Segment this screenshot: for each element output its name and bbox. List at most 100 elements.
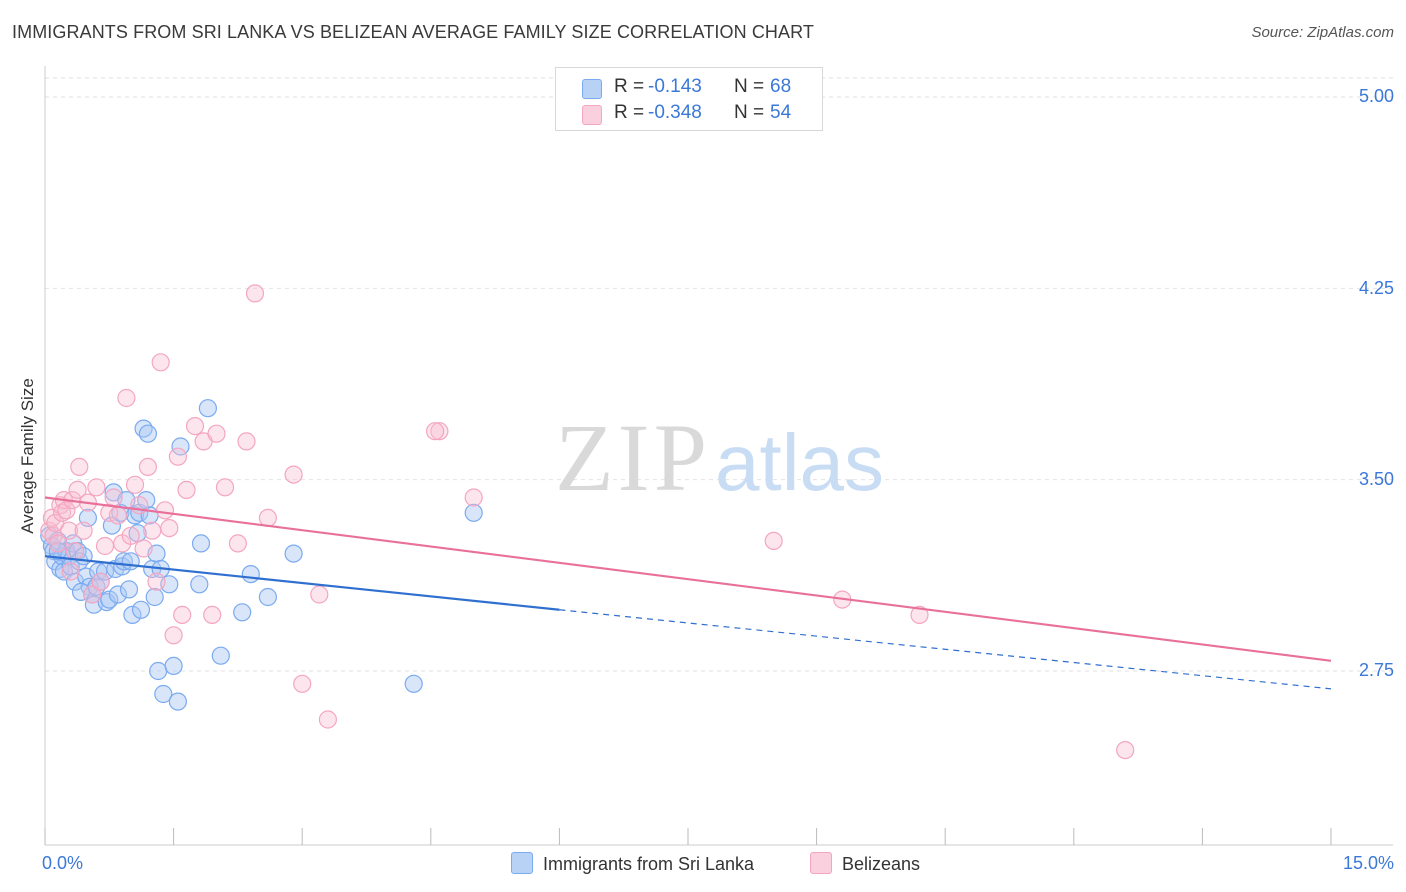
watermark-zip: ZIP bbox=[555, 404, 711, 511]
source-label: Source: ZipAtlas.com bbox=[1251, 24, 1394, 41]
legend-label: Belizeans bbox=[842, 854, 921, 874]
data-point bbox=[177, 480, 196, 499]
data-point bbox=[464, 488, 483, 507]
data-point bbox=[131, 600, 151, 619]
data-point bbox=[74, 521, 93, 540]
data-point bbox=[764, 531, 783, 551]
data-point bbox=[237, 432, 256, 451]
y-axis-label: Average Family Size bbox=[18, 378, 37, 534]
legend-n-value: 54 bbox=[770, 102, 792, 123]
data-point bbox=[191, 534, 211, 553]
bottom-legend-sri-lanka: Immigrants from Sri Lanka bbox=[511, 852, 754, 875]
watermark-atlas: atlas bbox=[715, 418, 884, 507]
data-point bbox=[145, 587, 164, 607]
data-point bbox=[168, 447, 187, 466]
data-point bbox=[258, 508, 277, 528]
data-point bbox=[430, 422, 449, 441]
data-point bbox=[104, 488, 123, 507]
data-point bbox=[910, 605, 929, 625]
data-point bbox=[68, 480, 87, 499]
data-point bbox=[87, 478, 106, 497]
data-point bbox=[404, 674, 423, 693]
legend-swatch bbox=[810, 852, 832, 874]
trend-lines bbox=[44, 496, 1332, 690]
legend-r-value: -0.143 bbox=[648, 76, 702, 97]
data-point bbox=[48, 534, 68, 553]
data-point bbox=[228, 534, 247, 553]
series-belizeans bbox=[40, 284, 1135, 760]
data-point bbox=[125, 475, 145, 494]
data-point bbox=[211, 646, 230, 665]
data-point bbox=[164, 626, 183, 645]
data-point bbox=[147, 572, 166, 591]
correlation-legend: R = -0.143 N = 68 R = -0.348 N = 54 bbox=[555, 67, 823, 131]
trend-line-sri-lanka bbox=[44, 555, 560, 611]
watermark: ZIP atlas bbox=[555, 404, 884, 511]
data-point bbox=[59, 521, 79, 540]
data-point bbox=[203, 605, 222, 625]
data-point bbox=[284, 544, 303, 563]
legend-r-label: R = bbox=[614, 76, 645, 97]
data-point bbox=[190, 575, 209, 594]
data-point bbox=[464, 503, 483, 522]
bottom-legend-belizeans: Belizeans bbox=[810, 852, 920, 875]
legend-r-label: R = bbox=[614, 102, 645, 123]
data-point bbox=[91, 572, 110, 591]
legend-n-value: 68 bbox=[770, 76, 792, 97]
legend-swatch bbox=[582, 79, 602, 99]
data-point bbox=[241, 564, 260, 584]
data-point bbox=[198, 399, 217, 418]
data-point bbox=[123, 605, 142, 625]
data-point bbox=[42, 508, 62, 528]
data-point bbox=[233, 603, 252, 622]
x-tick-label: 15.0% bbox=[1342, 853, 1394, 873]
y-tick-label: 4.25 bbox=[1358, 278, 1394, 298]
data-point bbox=[138, 457, 157, 476]
legend-n-label: N = bbox=[734, 76, 765, 97]
data-point bbox=[284, 465, 303, 484]
data-point bbox=[121, 552, 140, 571]
data-point bbox=[57, 501, 76, 520]
axes bbox=[44, 66, 1393, 846]
legend-r-value: -0.348 bbox=[648, 102, 702, 123]
data-point bbox=[108, 506, 128, 525]
data-point bbox=[100, 590, 119, 609]
legend-n-label: N = bbox=[734, 102, 765, 123]
chart-title: IMMIGRANTS FROM SRI LANKA VS BELIZEAN AV… bbox=[12, 22, 814, 42]
data-point bbox=[1116, 740, 1135, 760]
data-point bbox=[164, 656, 183, 676]
data-point bbox=[426, 422, 445, 441]
data-point bbox=[65, 541, 85, 561]
trend-line-belizeans bbox=[44, 496, 1332, 662]
data-point bbox=[293, 674, 312, 693]
legend-swatch bbox=[511, 852, 533, 874]
data-point bbox=[61, 562, 80, 581]
data-point bbox=[310, 585, 329, 604]
data-point bbox=[108, 585, 128, 604]
data-point bbox=[173, 605, 192, 625]
legend-swatch bbox=[582, 105, 602, 125]
data-point bbox=[83, 585, 102, 604]
data-point bbox=[258, 587, 277, 607]
y-tick-label: 5.00 bbox=[1358, 86, 1394, 106]
data-point bbox=[117, 388, 136, 408]
data-point bbox=[138, 424, 157, 443]
data-point bbox=[185, 417, 205, 436]
data-point bbox=[151, 353, 170, 372]
legend-label: Immigrants from Sri Lanka bbox=[543, 854, 755, 874]
data-point bbox=[70, 457, 89, 476]
data-point bbox=[143, 521, 162, 540]
data-point bbox=[215, 478, 235, 497]
data-point bbox=[95, 536, 115, 556]
data-point bbox=[134, 539, 153, 558]
data-point bbox=[207, 424, 226, 443]
data-point bbox=[154, 684, 173, 704]
y-tick-label: 2.75 bbox=[1358, 660, 1394, 680]
data-point bbox=[71, 582, 91, 602]
trend-line-sri-lanka-extension bbox=[559, 609, 1332, 690]
data-point bbox=[168, 692, 187, 711]
data-point bbox=[121, 526, 140, 545]
y-tick-label: 3.50 bbox=[1358, 469, 1394, 489]
data-point bbox=[46, 513, 65, 533]
